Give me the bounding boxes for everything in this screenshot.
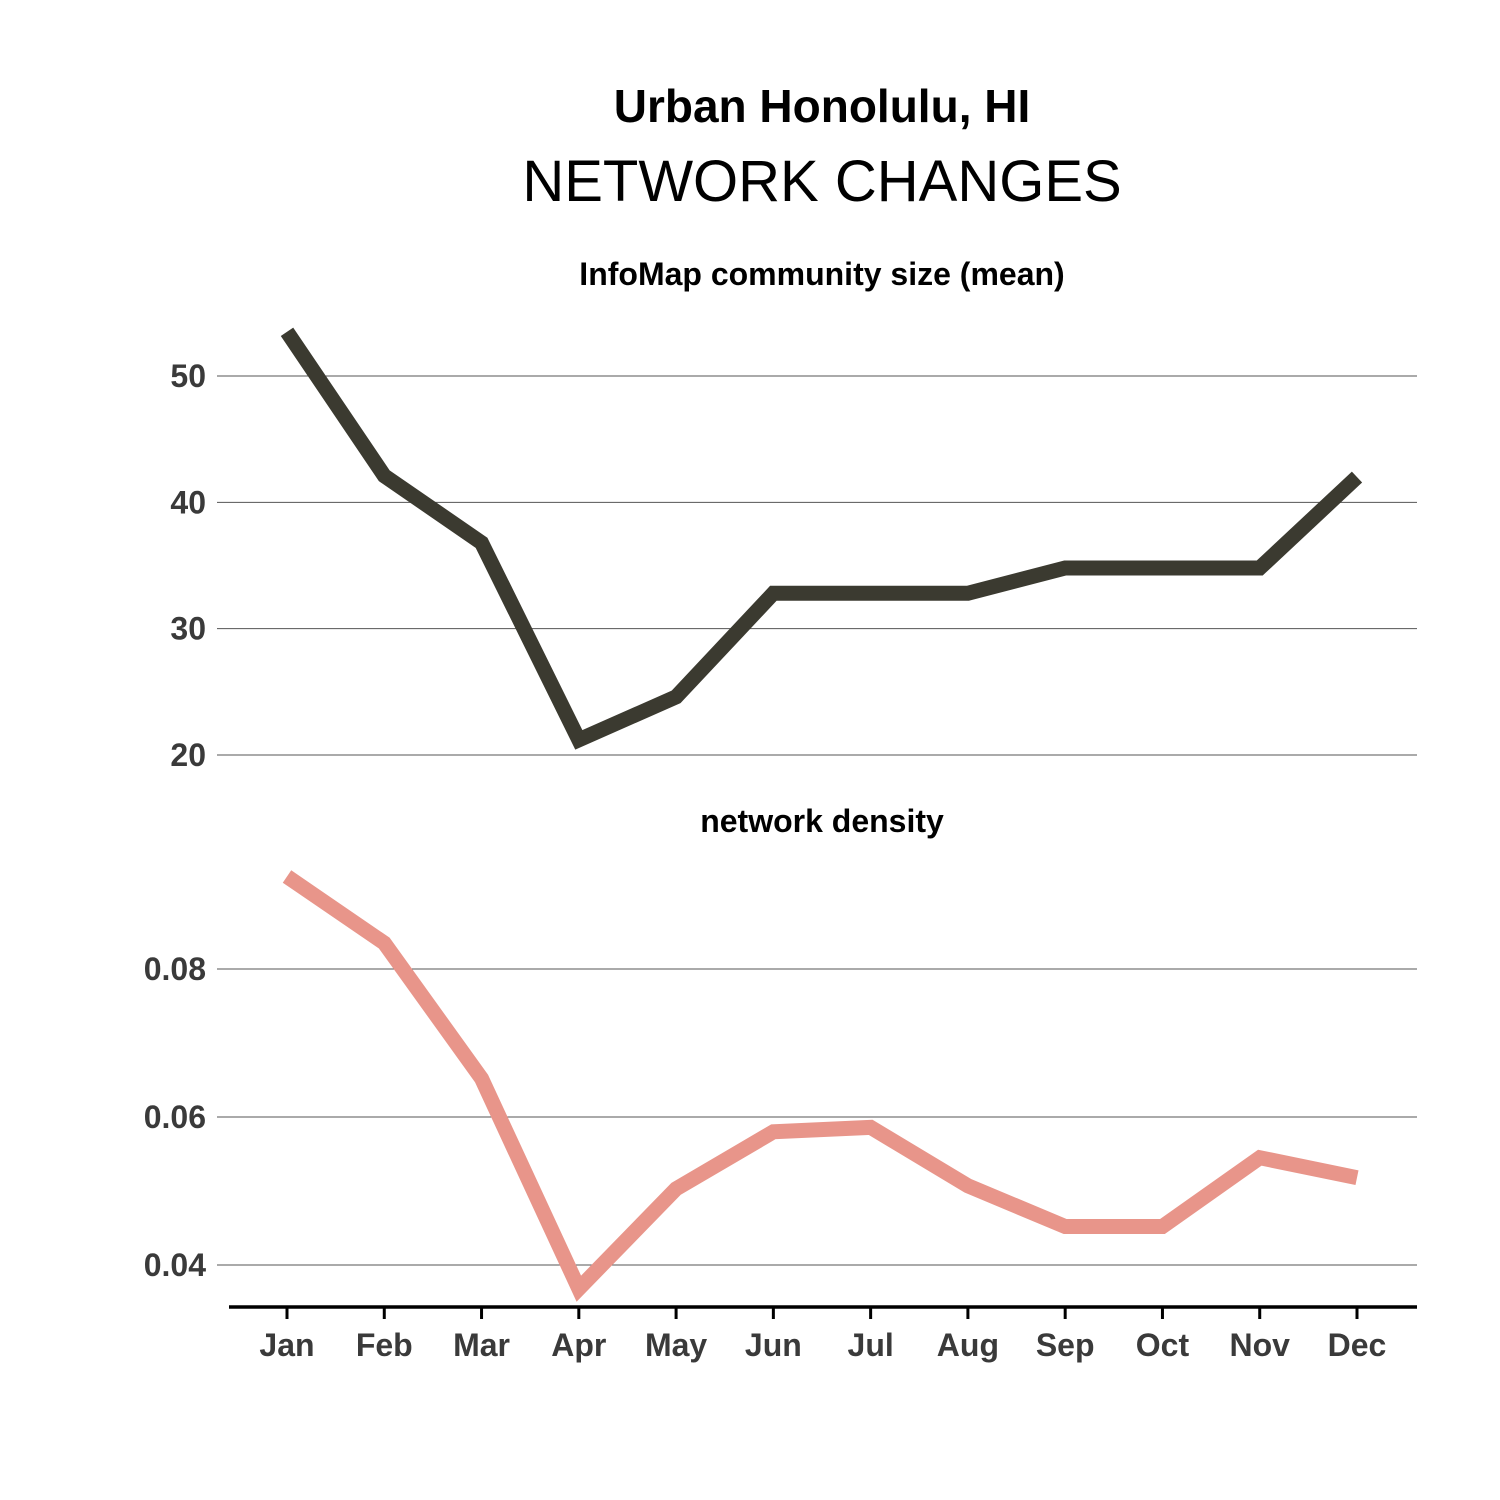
x-tick-label: Jul — [848, 1327, 894, 1363]
community-size-panel: 20 30 40 50 — [170, 327, 1417, 773]
y-tick-label: 50 — [170, 358, 206, 394]
y-tick-label: 30 — [170, 611, 206, 647]
x-tick-label: Feb — [356, 1327, 413, 1363]
series-line — [280, 327, 1363, 750]
y-tick-label: 0.04 — [144, 1247, 206, 1283]
y-tick-label: 0.08 — [144, 951, 206, 987]
panel-title-network-density: network density — [700, 803, 944, 839]
x-tick-label: Oct — [1136, 1327, 1190, 1363]
chart-title: Urban Honolulu, HI — [614, 80, 1031, 132]
panel-title-community-size: InfoMap community size (mean) — [579, 256, 1064, 292]
y-tick-label: 40 — [170, 484, 206, 520]
x-tick-label: Jan — [259, 1327, 314, 1363]
y-tick-label: 20 — [170, 737, 206, 773]
x-tick-label: Sep — [1036, 1327, 1095, 1363]
x-tick-label: Mar — [453, 1327, 510, 1363]
x-tick-label: Aug — [937, 1327, 999, 1363]
chart-subtitle: NETWORK CHANGES — [522, 149, 1121, 214]
network-density-panel: 0.04 0.06 0.08 — [144, 870, 1417, 1302]
x-tick-label: May — [645, 1327, 707, 1363]
x-tick-label: Jun — [745, 1327, 802, 1363]
x-tick-label: Nov — [1230, 1327, 1291, 1363]
x-axis: Jan Feb Mar Apr May Jun Jul Aug Sep Oct Nov Dec — [259, 1307, 1386, 1363]
x-tick-label: Dec — [1328, 1327, 1387, 1363]
series-line — [282, 870, 1359, 1302]
x-tick-label: Apr — [551, 1327, 606, 1363]
y-tick-label: 0.06 — [144, 1099, 206, 1135]
